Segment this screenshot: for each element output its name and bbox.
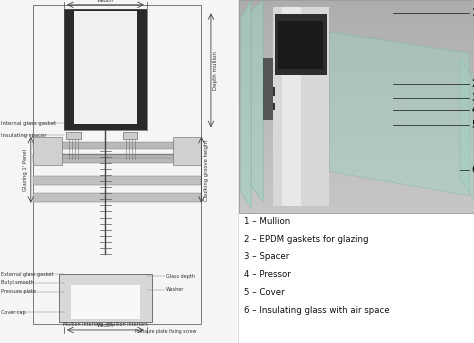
- FancyBboxPatch shape: [273, 7, 329, 206]
- Bar: [33, 154, 201, 158]
- Text: Glass depth: Glass depth: [166, 274, 195, 279]
- Text: Washer: Washer: [166, 287, 184, 292]
- Text: 1: 1: [472, 8, 474, 18]
- Text: Width: Width: [97, 323, 114, 328]
- Bar: [71, 285, 140, 319]
- Text: Pressure plate fixing screw: Pressure plate fixing screw: [135, 329, 197, 334]
- Bar: [59, 274, 152, 322]
- Text: 6 – Insulating glass with air space: 6 – Insulating glass with air space: [244, 306, 390, 315]
- Bar: [275, 14, 327, 75]
- Bar: [173, 137, 201, 165]
- Bar: [278, 21, 323, 69]
- Text: Internal glass gasket: Internal glass gasket: [1, 121, 56, 126]
- Bar: [33, 193, 201, 202]
- Text: 2 – EPDM gaskets for glazing: 2 – EPDM gaskets for glazing: [244, 235, 369, 244]
- Text: Caulking groove height: Caulking groove height: [204, 139, 209, 201]
- Bar: [33, 142, 201, 149]
- Text: 3: 3: [472, 93, 474, 103]
- Polygon shape: [251, 0, 263, 202]
- Text: Butyl smooth: Butyl smooth: [1, 281, 34, 285]
- Text: 3 – Spacer: 3 – Spacer: [244, 252, 289, 261]
- Bar: [64, 9, 147, 130]
- Text: 6: 6: [472, 165, 474, 175]
- Text: 4: 4: [472, 105, 474, 115]
- Bar: [33, 142, 201, 149]
- Bar: [263, 87, 275, 96]
- Bar: [33, 5, 201, 324]
- Text: Glazing 1' Panel: Glazing 1' Panel: [23, 149, 28, 191]
- Text: 2: 2: [472, 79, 474, 89]
- Text: 5: 5: [472, 120, 474, 130]
- Text: Cover cap: Cover cap: [1, 310, 26, 315]
- Polygon shape: [241, 0, 251, 209]
- Polygon shape: [460, 57, 474, 199]
- Text: Mullion interiors: Mullion interiors: [108, 322, 148, 328]
- Text: External glass gasket: External glass gasket: [1, 272, 54, 277]
- Bar: [33, 154, 201, 158]
- Text: 1 – Mullion: 1 – Mullion: [244, 217, 291, 226]
- Bar: [64, 9, 147, 130]
- Bar: [123, 132, 137, 139]
- Bar: [66, 132, 81, 139]
- Text: Mullion interiors: Mullion interiors: [63, 322, 103, 328]
- Bar: [33, 137, 62, 165]
- Text: Width: Width: [97, 0, 114, 3]
- Bar: [74, 11, 137, 124]
- Bar: [33, 176, 201, 185]
- Bar: [33, 155, 201, 163]
- Text: Depth mullion: Depth mullion: [213, 51, 219, 90]
- Bar: [282, 7, 301, 206]
- Text: 4 – Pressor: 4 – Pressor: [244, 270, 291, 279]
- Text: Insulating spacer: Insulating spacer: [1, 133, 47, 138]
- Bar: [263, 103, 275, 110]
- Text: Pressure plate: Pressure plate: [1, 289, 36, 294]
- Bar: [33, 155, 201, 163]
- Polygon shape: [329, 32, 469, 196]
- Bar: [0, 0, 237, 343]
- Text: 5 – Cover: 5 – Cover: [244, 288, 285, 297]
- Bar: [263, 58, 273, 120]
- Bar: [239, 0, 474, 213]
